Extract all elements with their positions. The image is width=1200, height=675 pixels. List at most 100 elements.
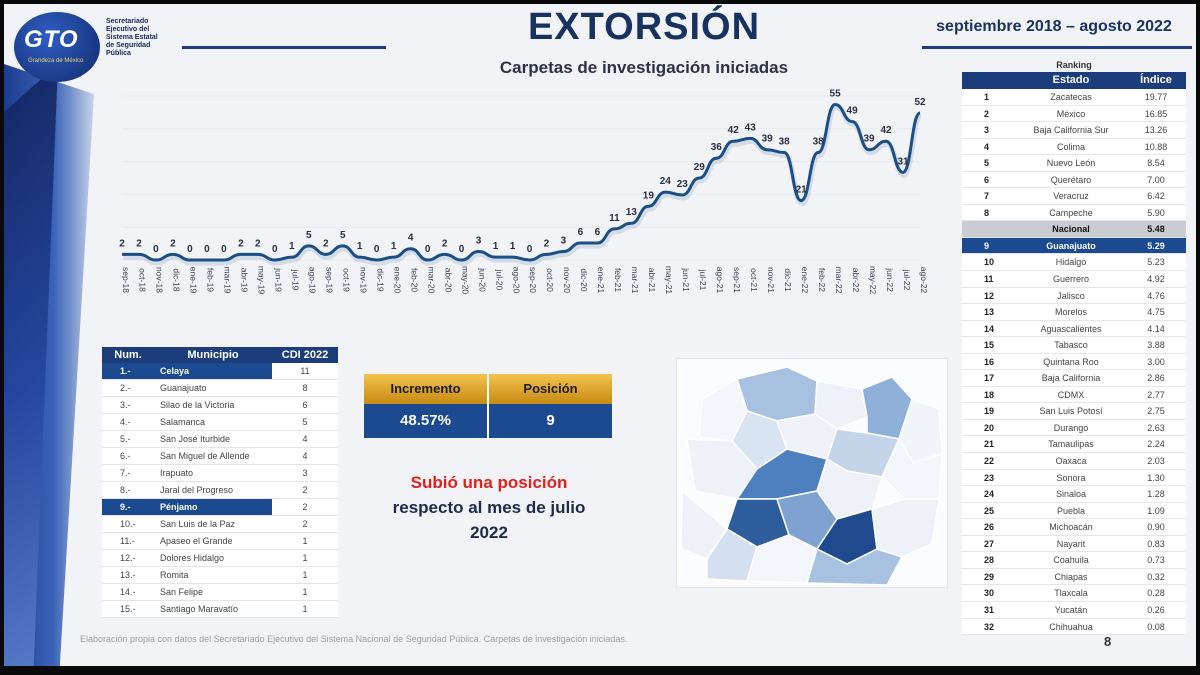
data-label: 2 <box>170 238 176 249</box>
x-tick-label: jun-21 <box>681 267 691 292</box>
ranking-index: 8.54 <box>1147 158 1165 169</box>
note-line-3: 2022 <box>470 523 508 542</box>
municipio-cdi: 1 <box>302 553 308 563</box>
header-rank <box>962 72 1016 89</box>
header-estado: Estado <box>1052 74 1090 86</box>
municipio-cdi: 1 <box>302 536 308 546</box>
ranking-pos: 31 <box>984 604 995 615</box>
ranking-index: 5.23 <box>1147 257 1165 268</box>
data-label: 43 <box>745 122 757 133</box>
data-label: 5 <box>306 230 312 241</box>
ranking-state: Zacatecas <box>1050 92 1092 102</box>
municipio-cdi: 2 <box>302 485 308 495</box>
data-label: 2 <box>442 238 448 249</box>
data-label: 42 <box>728 125 740 136</box>
ranking-state: Jalisco <box>1057 290 1085 301</box>
data-label: 19 <box>643 190 655 201</box>
data-label: 39 <box>762 134 774 145</box>
ranking-state: Nayarit <box>1056 538 1086 549</box>
data-label: 2 <box>119 238 125 249</box>
data-label: 23 <box>677 179 689 190</box>
ranking-index: 0.90 <box>1147 522 1165 533</box>
ranking-state: México <box>1056 108 1086 119</box>
ranking-state: Baja California <box>1041 373 1101 384</box>
bottom-border <box>0 666 1200 675</box>
data-label: 13 <box>626 207 638 218</box>
ranking-pos: 24 <box>984 489 995 500</box>
ranking-pos: 26 <box>984 522 995 533</box>
ranking-index: 1.28 <box>1147 489 1165 500</box>
ranking-pos: 6 <box>984 174 990 185</box>
ranking-state: Campeche <box>1049 207 1093 218</box>
ranking-row: 19 San Luis Potosí 2.75 <box>962 403 1186 420</box>
header-num: Num. <box>114 349 142 361</box>
data-label: 24 <box>660 176 672 187</box>
x-tick-label: oct-21 <box>749 268 759 292</box>
x-tick-label: may-19 <box>257 266 267 295</box>
data-label: 0 <box>459 244 465 255</box>
municipio-row: 14.- San Felipe 1 <box>102 584 338 601</box>
guanajuato-map <box>676 358 948 588</box>
ranking-row: 16 Quintana Roo 3.00 <box>962 353 1186 371</box>
municipio-cdi: 2 <box>302 502 308 512</box>
ranking-index: 3.00 <box>1147 356 1165 367</box>
ranking-state: Michoacán <box>1049 522 1093 533</box>
municipio-name: San Felipe <box>160 587 204 597</box>
municipio-cdi: 2 <box>302 519 308 529</box>
municipio-num: 4.- <box>120 417 131 427</box>
data-label: 2 <box>136 238 142 249</box>
x-tick-label: may-20 <box>460 266 470 295</box>
municipio-cdi: 3 <box>302 468 308 478</box>
series-line <box>122 102 922 262</box>
municipio-num: 13.- <box>120 570 136 580</box>
ranking-row: 23 Sonora 1.30 <box>962 469 1186 487</box>
ranking-row: 3 Baja California Sur 13.26 <box>962 122 1186 139</box>
x-tick-label: abr-22 <box>851 268 861 293</box>
data-label: 11 <box>609 213 620 224</box>
x-tick-label: abr-21 <box>647 268 657 293</box>
ranking-row: 15 Tabasco 3.88 <box>962 337 1186 354</box>
data-label: 36 <box>711 142 723 153</box>
municipio-cdi: 1 <box>302 587 308 597</box>
ranking-rows: 1 Zacatecas 19.77 2 México 16.85 3 Baja Califor… <box>962 89 1186 636</box>
x-tick-label: nov-18 <box>155 267 165 293</box>
position-note: Subió una posición respecto al mes de ju… <box>344 470 634 545</box>
header-rule-right <box>922 46 1192 49</box>
ranking-pos: 4 <box>984 141 990 152</box>
municipio-row: 13.- Romita 1 <box>102 567 338 584</box>
ranking-row: 32 Chihuahua 0.08 <box>962 618 1186 636</box>
data-label: 2 <box>323 238 329 249</box>
ranking-state: Durango <box>1053 422 1089 433</box>
ranking-index: 2.75 <box>1147 406 1165 417</box>
ranking-pos: 3 <box>984 125 990 136</box>
header-cdi: CDI 2022 <box>281 349 329 361</box>
ranking-index: 0.73 <box>1147 555 1165 566</box>
ranking-pos: 15 <box>984 340 995 351</box>
x-tick-label: jul-21 <box>698 269 708 291</box>
municipio-name: Irapuato <box>160 468 194 478</box>
map-region <box>871 498 940 558</box>
x-tick-label: sep-21 <box>732 267 742 293</box>
x-tick-label: jun-22 <box>885 267 895 292</box>
municipio-row: 10.- San Luis de la Paz 2 <box>102 516 338 533</box>
municipio-row: 6.- San Miguel de Allende 4 <box>102 448 338 465</box>
x-tick-label: sep-18 <box>121 267 131 293</box>
header-municipio: Municipio <box>187 349 239 361</box>
ranking-state: Nuevo León <box>1046 158 1096 169</box>
municipios-table: Num. Municipio CDI 2022 1.- Celaya 11 2.- Gu… <box>102 347 338 618</box>
x-tick-label: ago-19 <box>308 267 318 294</box>
ranking-row: 13 Morelos 4.75 <box>962 304 1186 321</box>
logo-circle <box>14 12 100 82</box>
ranking-caption: Ranking <box>1056 60 1092 70</box>
increment-position-box: Incremento Posición 48.57% 9 <box>364 374 612 438</box>
ranking-row: 24 Sinaloa 1.28 <box>962 486 1186 503</box>
municipio-name: Pénjamo <box>154 499 272 515</box>
ranking-index: 4.14 <box>1147 323 1165 334</box>
ranking-pos: 22 <box>984 456 995 467</box>
data-label: 1 <box>391 241 397 252</box>
x-tick-label: nov-20 <box>562 267 572 293</box>
data-label: 6 <box>578 227 584 238</box>
data-label: 38 <box>779 137 791 148</box>
note-line-2: respecto al mes de julio <box>392 498 586 517</box>
ranking-index: 5.29 <box>1147 240 1165 251</box>
